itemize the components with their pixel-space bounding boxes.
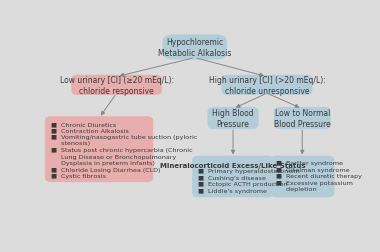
FancyBboxPatch shape [192,156,274,197]
FancyBboxPatch shape [72,76,162,95]
Text: ■  Bartter syndrome
■  Gitelman syndrome
■  Recent diuretic therapy
■  Excessive: ■ Bartter syndrome ■ Gitelman syndrome ■… [276,161,362,192]
Text: Low urinary [Cl] (≥20 mEq/L):
chloride responsive: Low urinary [Cl] (≥20 mEq/L): chloride r… [60,75,174,96]
Text: Low to Normal
Blood Pressure: Low to Normal Blood Pressure [274,108,331,129]
Text: High urinary [Cl] (>20 mEq/L):
chloride unresponsive: High urinary [Cl] (>20 mEq/L): chloride … [209,75,325,96]
Text: ■  Chronic Diuretics
■  Contraction Alkalosis
■  Vomiting/nasogastric tube sucti: ■ Chronic Diuretics ■ Contraction Alkalo… [51,121,197,178]
Text: Mineralocorticoid Excess/Like Status: Mineralocorticoid Excess/Like Status [160,162,306,168]
Text: ■  Primary hyperaldosteronism
■  Cushing's disease
■  Ectopic ACTH production
■ : ■ Primary hyperaldosteronism ■ Cushing's… [198,169,300,193]
FancyBboxPatch shape [271,156,334,197]
FancyBboxPatch shape [163,36,226,60]
Text: High Blood
Pressure: High Blood Pressure [212,108,254,129]
FancyBboxPatch shape [45,117,153,182]
FancyBboxPatch shape [208,108,258,129]
FancyBboxPatch shape [274,108,330,129]
Text: Hypochloremic
Metabolic Alkalosis: Hypochloremic Metabolic Alkalosis [158,38,231,58]
FancyBboxPatch shape [222,76,312,95]
